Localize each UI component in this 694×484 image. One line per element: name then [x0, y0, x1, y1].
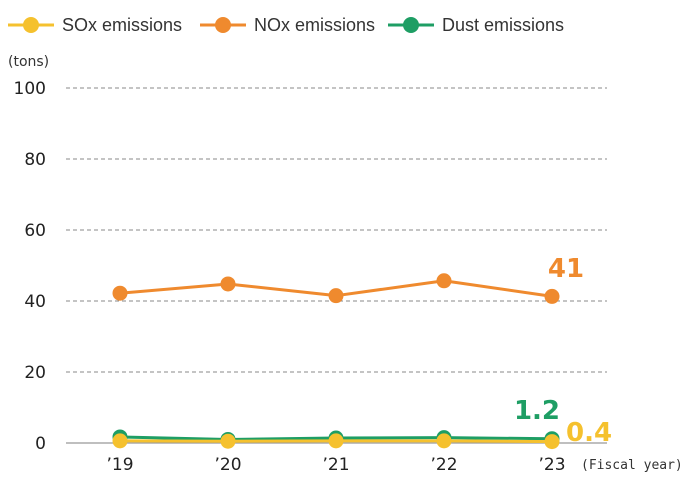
series-nox-emissions: [112, 273, 560, 304]
y-axis-unit-label: (tons): [8, 54, 49, 70]
x-tick-label: ’21: [322, 455, 349, 475]
end-value-label: 1.2: [514, 396, 560, 426]
legend-item: Dust emissions: [388, 15, 564, 35]
y-tick-label: 80: [24, 150, 46, 170]
data-point: [112, 285, 128, 301]
x-tick-label: ’22: [430, 455, 457, 475]
end-value-label: 0.4: [566, 418, 612, 448]
end-value-label: 41: [548, 254, 584, 284]
legend: SOx emissions NOx emissions Dust emissions: [8, 15, 564, 35]
data-point: [220, 276, 236, 292]
x-axis-ticks: ’19 ’20 ’21 ’22 ’23: [106, 455, 565, 475]
y-axis-ticks: 0 20 40 60 80 100: [14, 79, 46, 454]
series-sox-emissions: [112, 433, 560, 450]
data-point: [436, 273, 452, 289]
x-tick-label: ’19: [106, 455, 133, 475]
x-tick-label: ’23: [538, 455, 565, 475]
y-tick-label: 20: [24, 363, 46, 383]
legend-label: Dust emissions: [442, 15, 564, 35]
legend-item: SOx emissions: [8, 15, 182, 35]
data-point: [220, 433, 236, 449]
x-tick-label: ’20: [214, 455, 241, 475]
data-point: [544, 434, 560, 450]
series-group: [112, 273, 560, 450]
data-point: [328, 433, 344, 449]
legend-item: NOx emissions: [200, 15, 375, 35]
legend-marker: [403, 17, 419, 33]
legend-marker: [215, 17, 231, 33]
data-point: [544, 288, 560, 304]
data-point: [328, 288, 344, 304]
y-tick-label: 60: [24, 221, 46, 241]
legend-marker: [23, 17, 39, 33]
y-tick-label: 100: [14, 79, 46, 99]
data-point: [436, 433, 452, 449]
legend-label: NOx emissions: [254, 15, 375, 35]
end-labels: 0.4 41 1.2: [514, 254, 612, 448]
y-tick-label: 0: [35, 434, 46, 454]
data-point: [112, 433, 128, 449]
x-axis-unit-label: (Fiscal year): [581, 458, 683, 473]
grid-lines: [66, 87, 607, 444]
y-tick-label: 40: [24, 292, 46, 312]
legend-label: SOx emissions: [62, 15, 182, 35]
